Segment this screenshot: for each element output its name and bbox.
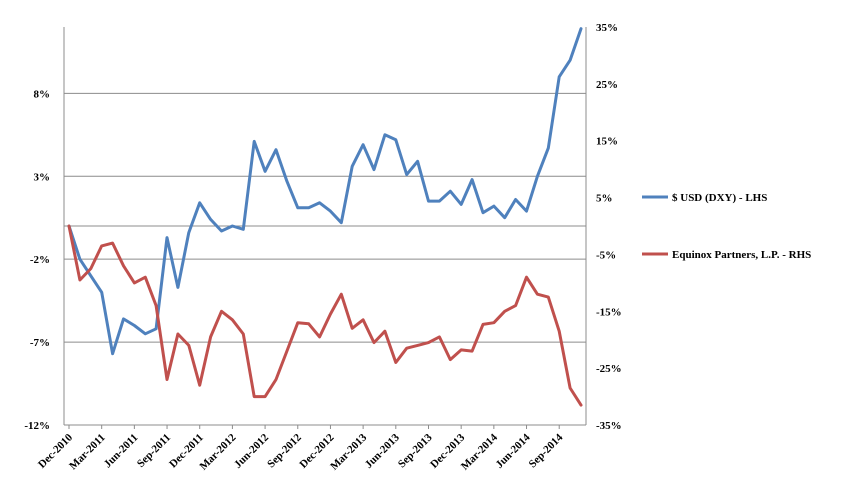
x-axis-tick-label: Jun-2014 [493, 431, 533, 471]
axes [63, 27, 587, 429]
left-axis-tick-label: -12% [24, 420, 50, 432]
right-axis-tick-label: 15% [596, 136, 618, 148]
right-axis-tick-label: -15% [596, 306, 622, 318]
x-axis-tick-label: Mar-2011 [67, 432, 108, 473]
legend-label: Equinox Partners, L.P. - RHS [672, 249, 811, 261]
right-axis-tick-label: -35% [596, 420, 622, 432]
left-axis-tick-label: 3% [34, 171, 51, 183]
series-line [67, 27, 583, 356]
gridlines [64, 92, 586, 426]
x-axis-tick-label: Jun-2013 [363, 431, 403, 471]
legend-label: $ USD (DXY) - LHS [672, 192, 767, 204]
x-axis-tick-label: Sep-2011 [135, 432, 173, 470]
left-axis-tick-label: -7% [30, 337, 50, 349]
left-axis-tick-label: -2% [30, 254, 50, 266]
x-axis-tick-label: Jun-2012 [232, 431, 272, 471]
right-axis-tick-label: 35% [596, 22, 618, 34]
series-line [67, 224, 583, 407]
right-axis-tick-label: -5% [596, 249, 616, 261]
x-axis-tick-label: Jun-2011 [102, 432, 141, 471]
right-axis-tick-label: 25% [596, 79, 618, 91]
legend: $ USD (DXY) - LHS Equinox Partners, L.P. … [642, 192, 811, 261]
series-lines [67, 27, 583, 407]
x-axis-tick-label: Sep-2014 [527, 431, 566, 470]
right-axis-tick-label: 5% [596, 193, 613, 205]
x-axis-tick-label: Mar-2014 [459, 431, 500, 472]
right-axis-tick-label: -25% [596, 363, 622, 375]
x-axis-tick-label: Mar-2012 [197, 431, 238, 472]
x-axis-tick-label: Mar-2013 [328, 431, 369, 472]
left-axis-tick-label: 8% [34, 88, 51, 100]
